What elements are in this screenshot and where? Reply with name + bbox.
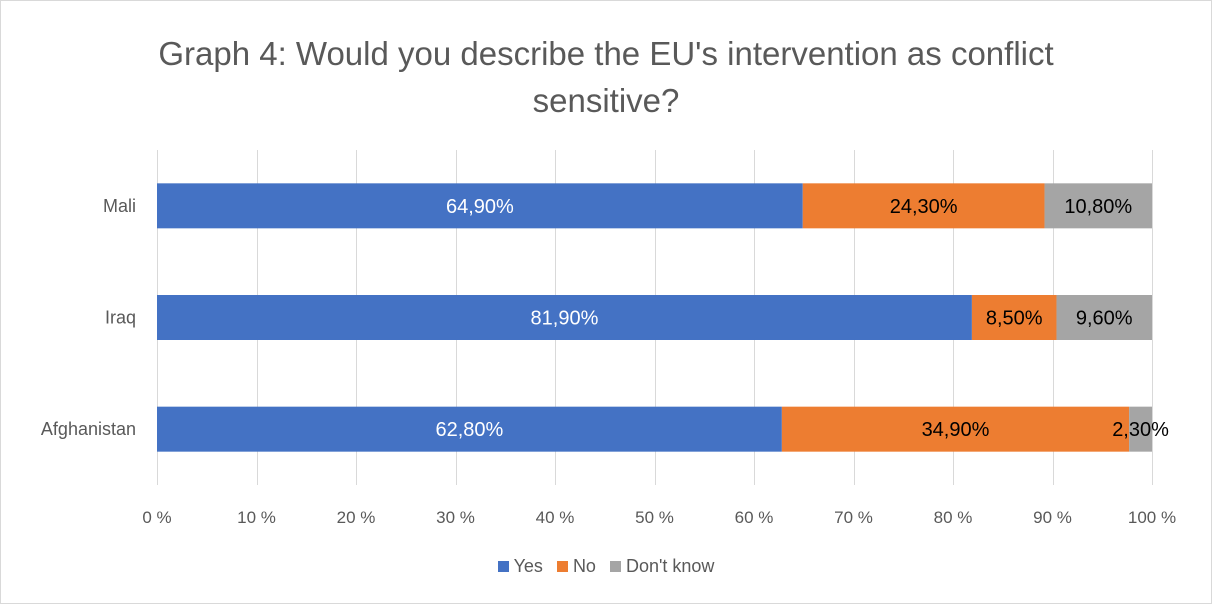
data-label: 24,30%: [890, 196, 958, 218]
chart-title-line-1: Graph 4: Would you describe the EU's int…: [158, 35, 1054, 72]
data-label: 10,80%: [1064, 196, 1132, 218]
legend-label-dont-know: Don't know: [625, 556, 715, 576]
legend-item-no: No: [556, 556, 596, 577]
x-tick-label: 60 %: [735, 508, 774, 527]
x-tick-label: 30 %: [436, 508, 475, 527]
x-tick-label: 50 %: [635, 508, 674, 527]
bar-no: [971, 295, 1057, 340]
x-tick-label: 90 %: [1033, 508, 1072, 527]
data-label: 2,30%: [1112, 419, 1169, 441]
category-label: Mali: [103, 196, 136, 216]
legend-label-no: No: [572, 556, 596, 576]
bar-no: [802, 183, 1045, 229]
category-label: Iraq: [105, 308, 136, 328]
legend-label-yes: Yes: [513, 556, 543, 576]
x-tick-label: 80 %: [934, 508, 973, 527]
data-label: 64,90%: [446, 196, 514, 218]
chart-title: Graph 4: Would you describe the EU's int…: [0, 30, 1212, 124]
data-label: 8,50%: [986, 308, 1043, 330]
legend-swatch-dont-know: [609, 561, 621, 572]
chart-title-line-2: sensitive?: [532, 82, 680, 119]
data-label: 34,90%: [922, 419, 990, 441]
x-tick-label: 10 %: [237, 508, 276, 527]
bar-yes: [157, 295, 972, 340]
legend-swatch-no: [556, 561, 568, 572]
x-tick-label: 100 %: [1128, 508, 1176, 527]
x-tick-label: 0 %: [142, 508, 171, 527]
bar-no: [781, 406, 1130, 452]
bar-yes: [157, 406, 782, 452]
bar-yes: [157, 183, 803, 229]
legend-swatch-yes: [497, 561, 509, 572]
data-label: 81,90%: [531, 308, 599, 330]
bar-don-t-know: [1129, 406, 1152, 452]
x-tick-label: 70 %: [834, 508, 873, 527]
x-tick-label: 40 %: [536, 508, 575, 527]
data-label: 9,60%: [1076, 308, 1133, 330]
category-label: Afghanistan: [41, 419, 136, 439]
bar-don-t-know: [1044, 183, 1152, 229]
x-tick-label: 20 %: [337, 508, 376, 527]
legend-item-dont-know: Don't know: [609, 556, 715, 577]
legend: Yes No Don't know: [0, 556, 1212, 577]
bar-don-t-know: [1056, 295, 1152, 340]
legend-item-yes: Yes: [497, 556, 543, 577]
data-label: 62,80%: [436, 419, 504, 441]
